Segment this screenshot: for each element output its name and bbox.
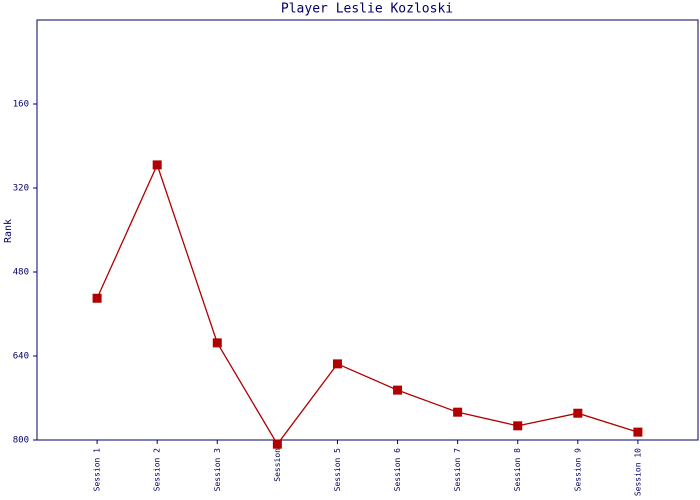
data-point [152, 160, 162, 170]
data-point [92, 293, 102, 303]
y-tick-label: 800 [13, 436, 29, 446]
data-point [633, 427, 643, 437]
data-point [573, 408, 583, 418]
x-tick-label: Session 5 [333, 448, 342, 492]
x-tick-label: Session 9 [573, 448, 582, 492]
data-point [453, 407, 463, 417]
y-tick-label: 480 [13, 268, 29, 278]
x-tick-label: Session 10 [633, 448, 642, 496]
x-tick-label: Session 8 [513, 448, 522, 492]
y-tick-label: 640 [13, 352, 29, 362]
plot-frame [36, 19, 699, 441]
series-line [96, 163, 639, 446]
x-tick-label: Session 6 [393, 448, 402, 492]
x-tick-label: Session 1 [93, 448, 102, 492]
data-point [393, 385, 403, 395]
data-point [332, 359, 342, 369]
x-tick-label: Session 2 [153, 448, 162, 492]
x-tick-label: Session [273, 448, 282, 482]
y-tick-label: 160 [13, 100, 29, 110]
data-point [513, 421, 523, 431]
y-axis-label: Rank [3, 219, 14, 243]
x-tick-label: Session 7 [453, 448, 462, 492]
data-point [212, 338, 222, 348]
y-tick-label: 320 [13, 184, 29, 194]
chart-title: Player Leslie Kozloski [281, 2, 453, 17]
x-tick-label: Session 3 [213, 448, 222, 492]
data-point [272, 439, 282, 449]
